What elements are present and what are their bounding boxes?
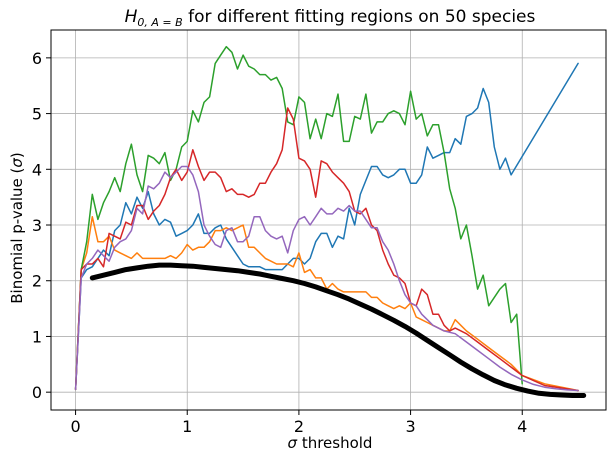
y-tick-label: 5 [32,105,42,124]
chart-title: H0, A = B for different fitting regions … [125,7,536,29]
x-tick-label: 3 [405,417,415,436]
y-tick-label: 1 [32,327,42,346]
y-tick-label: 4 [32,160,42,179]
series-group [74,45,587,398]
y-axis-label: Binomial p-value (σ) [8,152,26,304]
series-line-2 [74,215,579,392]
series-line-1 [74,62,579,391]
y-tick-label: 6 [32,49,42,68]
x-axis-label: σ threshold [288,434,373,452]
plot-frame [50,29,607,411]
x-tick-label: 0 [70,417,80,436]
series-line-6 [89,262,587,398]
series-line-3 [74,45,523,391]
series-line-4 [74,107,579,392]
x-tick-label: 2 [294,417,304,436]
y-tick-label: 0 [32,383,42,402]
grid [51,30,606,410]
series-line-5 [74,165,579,392]
y-tick-label: 3 [32,216,42,235]
ticks: 0 1 2 3 4 0 1 2 3 4 5 6 [32,49,528,436]
x-tick-label: 1 [182,417,192,436]
y-tick-label: 2 [32,272,42,291]
x-tick-label: 4 [517,417,527,436]
